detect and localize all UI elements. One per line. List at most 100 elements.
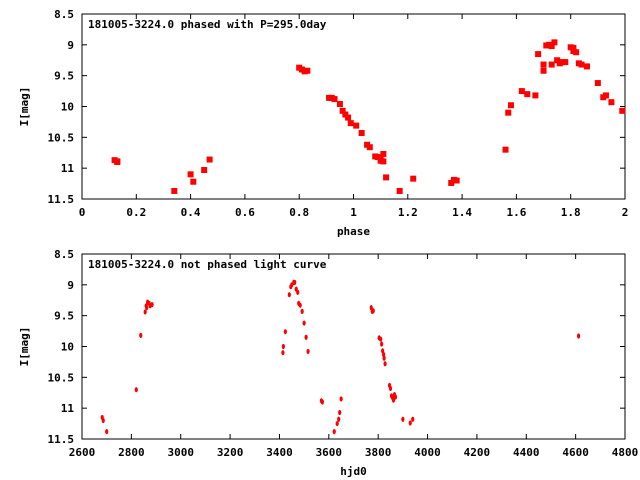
unphased-data-point bbox=[380, 341, 384, 347]
unphased-data-points bbox=[100, 279, 581, 435]
phased-x-tick-label: 0 bbox=[79, 206, 86, 219]
phased-data-point bbox=[190, 178, 197, 185]
phased-data-point bbox=[380, 150, 387, 157]
unphased-data-point bbox=[306, 348, 310, 355]
phased-data-point bbox=[548, 43, 555, 50]
phased-data-point bbox=[518, 88, 525, 95]
phased-y-axis-ticks: 8.5 9 9.5 10 10.5 11 11.5 bbox=[48, 8, 625, 206]
phased-data-points bbox=[111, 39, 626, 194]
unphased-x-tick-label: 3600 bbox=[316, 446, 343, 459]
phased-data-point bbox=[548, 61, 555, 68]
phased-x-tick-label: 2 bbox=[622, 206, 629, 219]
unphased-data-point bbox=[411, 416, 415, 422]
unphased-data-point bbox=[371, 308, 375, 314]
unphased-y-tick-label: 8.5 bbox=[54, 248, 74, 261]
phased-data-point bbox=[573, 49, 580, 56]
unphased-plot-title: 181005-3224.0 not phased light curve bbox=[88, 258, 327, 271]
phased-data-point bbox=[336, 101, 343, 108]
unphased-data-point bbox=[101, 417, 105, 424]
phased-data-point bbox=[535, 51, 542, 58]
unphased-data-point bbox=[105, 429, 109, 435]
unphased-data-point bbox=[304, 334, 308, 340]
unphased-x-axis-ticks: 2600 2800 3000 3200 3400 3600 3800 4000 4200 4400… bbox=[69, 254, 639, 459]
phased-x-tick-label: 1 bbox=[350, 206, 357, 219]
phased-data-point bbox=[171, 187, 178, 194]
phased-x-tick-label: 1.2 bbox=[398, 206, 418, 219]
phased-x-tick-label: 1.4 bbox=[452, 206, 472, 219]
phased-x-axis-label: phase bbox=[337, 225, 370, 238]
unphased-x-tick-label: 3200 bbox=[217, 446, 244, 459]
phased-y-tick-label: 11.5 bbox=[48, 193, 75, 206]
unphased-y-tick-label: 9 bbox=[67, 279, 74, 292]
unphased-x-tick-label: 3400 bbox=[266, 446, 293, 459]
phased-data-point bbox=[358, 130, 365, 137]
phased-y-tick-label: 11 bbox=[61, 162, 75, 175]
unphased-y-tick-label: 10 bbox=[61, 341, 74, 354]
unphased-x-tick-label: 4800 bbox=[612, 446, 639, 459]
unphased-data-point bbox=[150, 301, 154, 308]
unphased-data-point bbox=[134, 387, 138, 393]
unphased-y-tick-label: 9.5 bbox=[54, 310, 74, 323]
unphased-data-point bbox=[287, 292, 291, 298]
unphased-x-tick-label: 4000 bbox=[414, 446, 441, 459]
phased-light-curve-panel: 8.5 9 9.5 10 10.5 11 11.5 0 0.2 0.4 0.6 0.8 1 1.2 1.4… bbox=[18, 8, 628, 238]
unphased-data-point bbox=[300, 308, 304, 314]
phased-data-point bbox=[540, 61, 547, 68]
phased-data-point bbox=[619, 107, 626, 114]
unphased-data-point bbox=[379, 336, 383, 342]
phased-x-tick-label: 0.8 bbox=[289, 206, 309, 219]
phased-data-point bbox=[377, 154, 384, 161]
unphased-x-tick-label: 4400 bbox=[513, 446, 540, 459]
unphased-y-tick-label: 10.5 bbox=[48, 371, 75, 384]
unphased-data-point bbox=[401, 416, 405, 422]
unphased-data-point bbox=[143, 309, 147, 315]
phased-y-tick-label: 9 bbox=[67, 39, 74, 52]
unphased-data-point bbox=[332, 429, 336, 435]
phased-data-point bbox=[347, 120, 354, 127]
unphased-x-tick-label: 2800 bbox=[118, 446, 145, 459]
phased-data-point bbox=[505, 109, 512, 116]
phased-data-point bbox=[331, 96, 338, 103]
unphased-data-point bbox=[293, 279, 297, 285]
phased-data-point bbox=[583, 63, 590, 70]
phased-data-point bbox=[554, 57, 561, 64]
phased-data-point bbox=[594, 80, 601, 87]
phased-data-point bbox=[345, 114, 352, 121]
unphased-data-point bbox=[281, 343, 286, 350]
unphased-y-tick-label: 11.5 bbox=[48, 433, 75, 446]
unphased-x-tick-label: 2600 bbox=[69, 446, 96, 459]
phased-data-point bbox=[540, 67, 547, 74]
phased-data-point bbox=[524, 91, 531, 98]
unphased-y-tick-label: 11 bbox=[61, 402, 75, 415]
unphased-y-axis-label: I[mag] bbox=[18, 327, 31, 367]
phased-data-point bbox=[507, 102, 514, 109]
phased-data-point bbox=[502, 146, 509, 153]
phased-data-point bbox=[562, 59, 569, 66]
unphased-x-axis-label: hjd0 bbox=[340, 465, 367, 478]
unphased-light-curve-panel: 8.5 9 9.5 10 10.5 11 11.5 2600 2800 3000 3200 3400… bbox=[18, 248, 638, 478]
phased-data-point bbox=[396, 187, 403, 194]
unphased-data-point bbox=[408, 420, 412, 426]
unphased-y-axis-ticks: 8.5 9 9.5 10 10.5 11 11.5 bbox=[48, 248, 625, 446]
phased-data-point bbox=[570, 44, 577, 51]
unphased-data-point bbox=[391, 397, 396, 403]
phased-data-point bbox=[551, 39, 558, 46]
unphased-data-point bbox=[298, 302, 302, 308]
phased-data-point bbox=[201, 167, 208, 174]
unphased-x-tick-label: 3800 bbox=[365, 446, 392, 459]
unphased-data-point bbox=[393, 394, 398, 400]
phased-data-point bbox=[353, 122, 360, 129]
unphased-data-point bbox=[283, 329, 287, 335]
phased-y-tick-label: 10.5 bbox=[48, 131, 75, 144]
phased-plot-title: 181005-3224.0 phased with P=295.0day bbox=[88, 18, 327, 31]
phased-y-tick-label: 9.5 bbox=[54, 70, 74, 83]
unphased-data-point bbox=[382, 355, 386, 361]
unphased-data-point bbox=[335, 420, 339, 427]
unphased-data-point bbox=[339, 396, 343, 402]
unphased-data-point bbox=[145, 305, 149, 311]
phased-x-tick-label: 1.6 bbox=[506, 206, 526, 219]
unphased-data-point bbox=[338, 409, 342, 416]
unphased-data-point bbox=[576, 333, 581, 339]
phased-data-point bbox=[602, 92, 609, 99]
